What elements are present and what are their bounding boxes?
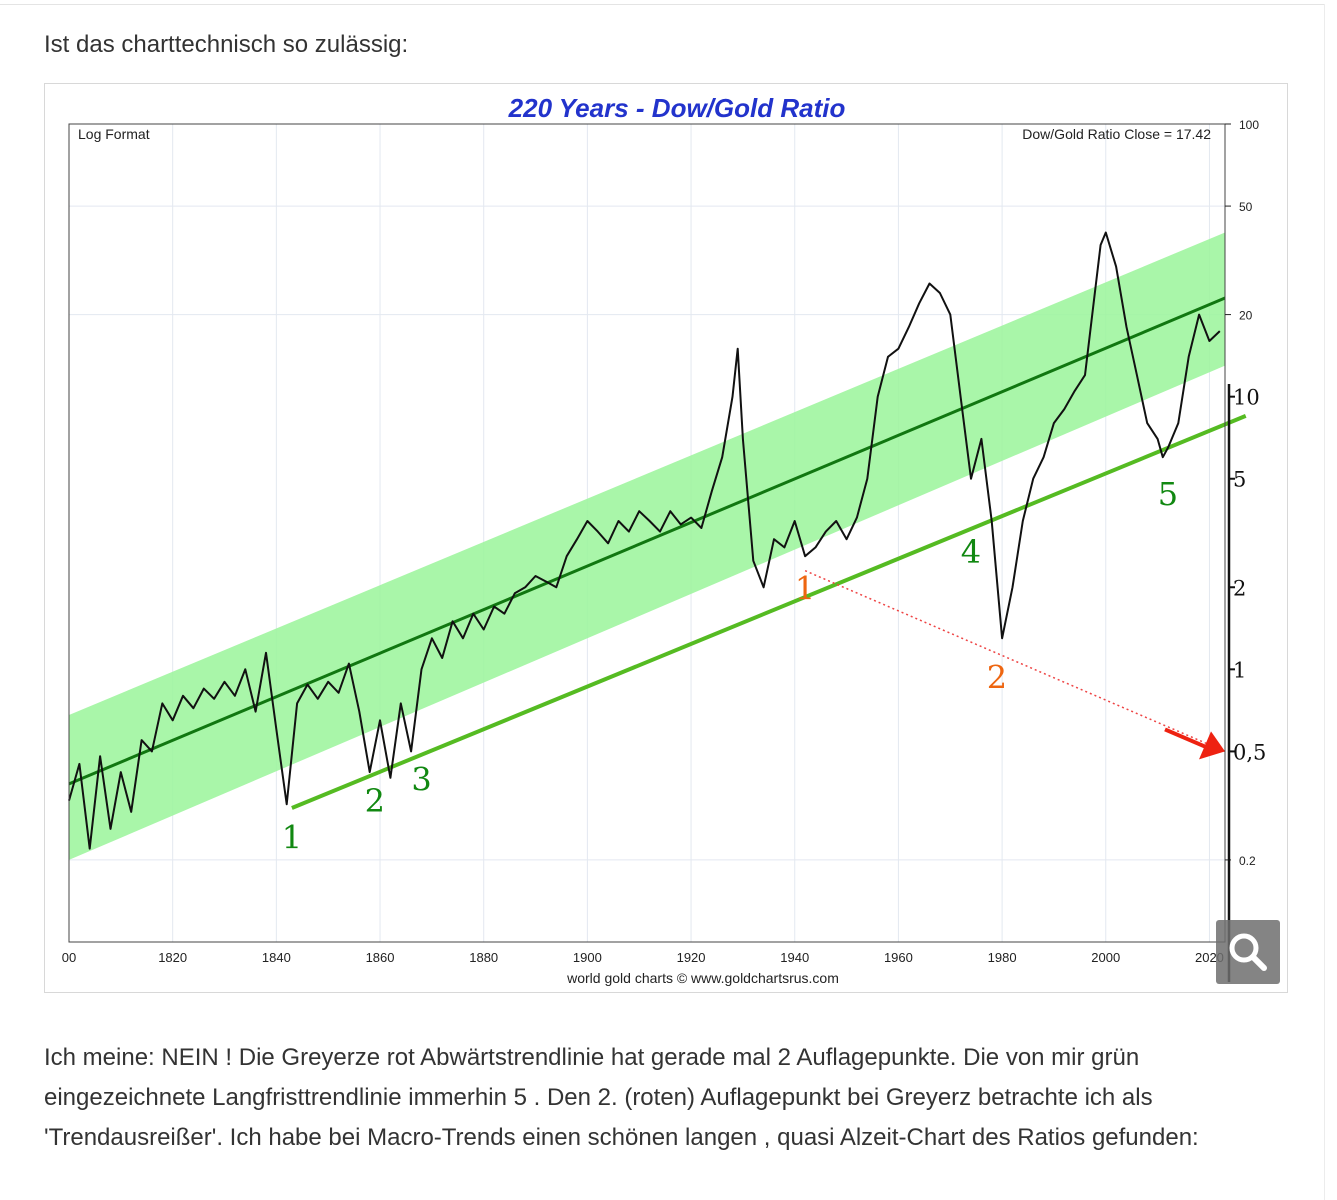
dow-gold-ratio-line: [68, 231, 1221, 850]
red-arrow-shaft: [1164, 727, 1208, 750]
axes-layer: 00 1820 1840 1860 1880 1900 1920 1940 1960 1980 20…: [62, 118, 1266, 982]
x-tick-label: 1980: [988, 950, 1017, 965]
intro-text: Ist das charttechnisch so zulässig:: [44, 31, 409, 58]
handwritten-tick-label: 2: [1233, 576, 1246, 600]
price-line-layer: [68, 231, 1221, 850]
trend-band-layer: [69, 232, 1225, 860]
green-touch-label: 2: [365, 782, 385, 820]
handwritten-tick-label: 0,5: [1233, 740, 1266, 764]
y-tick-label: 20: [1239, 309, 1253, 323]
green-touch-label: 1: [282, 819, 302, 857]
x-tick-label: 00: [62, 950, 76, 965]
chart-credit: world gold charts © www.goldchartsrus.co…: [566, 970, 839, 986]
magnifier-icon: [1229, 933, 1267, 971]
trend-lines-layer: [68, 296, 1247, 810]
x-tick-label: 1960: [884, 950, 913, 965]
chart-title: 220 Years - Dow/Gold Ratio: [508, 93, 846, 123]
x-tick-label: 1940: [780, 950, 809, 965]
x-tick-label: 1920: [677, 950, 706, 965]
y-tick-label: 50: [1239, 200, 1253, 214]
top-divider: [0, 4, 1325, 5]
trend-channel-band: [69, 232, 1225, 860]
red-touch-label: 1: [795, 570, 815, 608]
y-tick-label: 0.2: [1239, 854, 1256, 868]
red-touch-label: 2: [987, 659, 1007, 697]
handwritten-tick-label: 1: [1233, 658, 1246, 682]
y-tick-label: 100: [1239, 118, 1259, 132]
handwritten-tick-label: 5: [1233, 468, 1246, 492]
x-tick-label: 1860: [366, 950, 395, 965]
green-touch-label: 3: [411, 760, 431, 798]
zoom-button[interactable]: [1216, 920, 1280, 984]
x-tick-label: 2000: [1091, 950, 1120, 965]
x-tick-label: 1880: [469, 950, 498, 965]
handwritten-tick-label: 10: [1233, 386, 1260, 410]
chart-subtitle-right: Dow/Gold Ratio Close = 17.42: [1022, 126, 1211, 142]
x-tick-label: 1900: [573, 950, 602, 965]
green-touch-label: 4: [961, 533, 981, 571]
x-tick-label: 1840: [262, 950, 291, 965]
right-divider: [1324, 4, 1325, 1200]
post-body-text: Ich meine: NEIN ! Die Greyerze rot Abwär…: [44, 1044, 1199, 1151]
dow-gold-chart: 00 1820 1840 1860 1880 1900 1920 1940 1960 1980 20…: [62, 93, 1267, 986]
red-arrow-head: [1199, 731, 1225, 760]
chart-figure[interactable]: 00 1820 1840 1860 1880 1900 1920 1940 1960 1980 20…: [44, 83, 1288, 993]
x-tick-label: 1820: [158, 950, 187, 965]
chart-subtitle-left: Log Format: [78, 126, 150, 142]
green-support-trendline: [291, 414, 1247, 810]
plot-frame: [68, 123, 1226, 943]
trend-center-line: [68, 296, 1226, 786]
green-touch-label: 5: [1158, 475, 1178, 513]
red-downtrend-line: [804, 570, 1226, 753]
